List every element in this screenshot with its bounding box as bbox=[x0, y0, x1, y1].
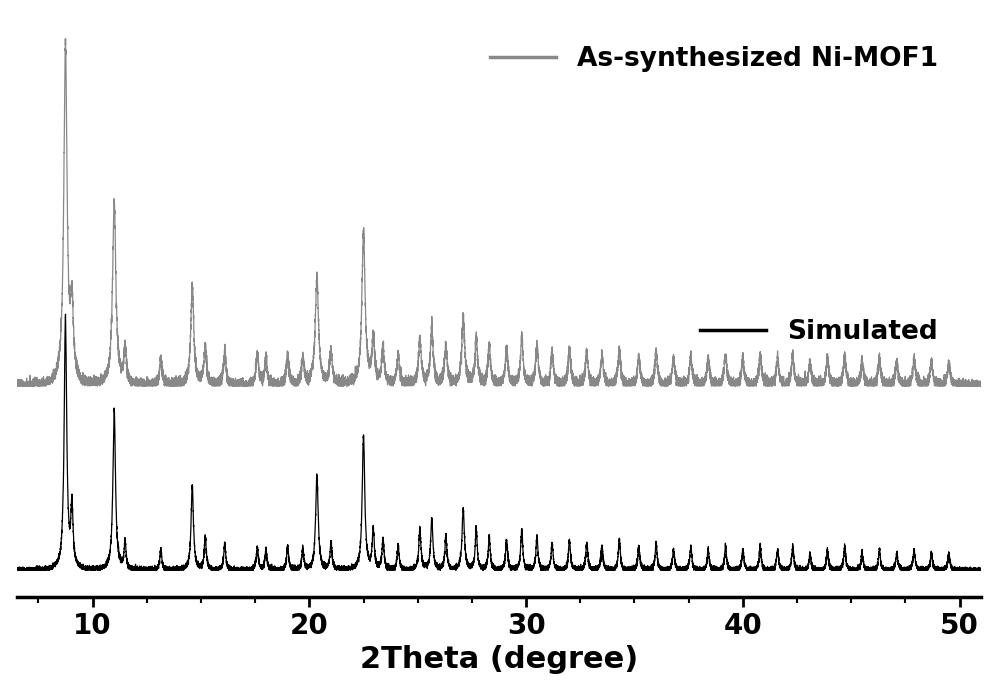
X-axis label: 2Theta (degree): 2Theta (degree) bbox=[360, 645, 638, 674]
Legend: Simulated: Simulated bbox=[690, 308, 949, 356]
